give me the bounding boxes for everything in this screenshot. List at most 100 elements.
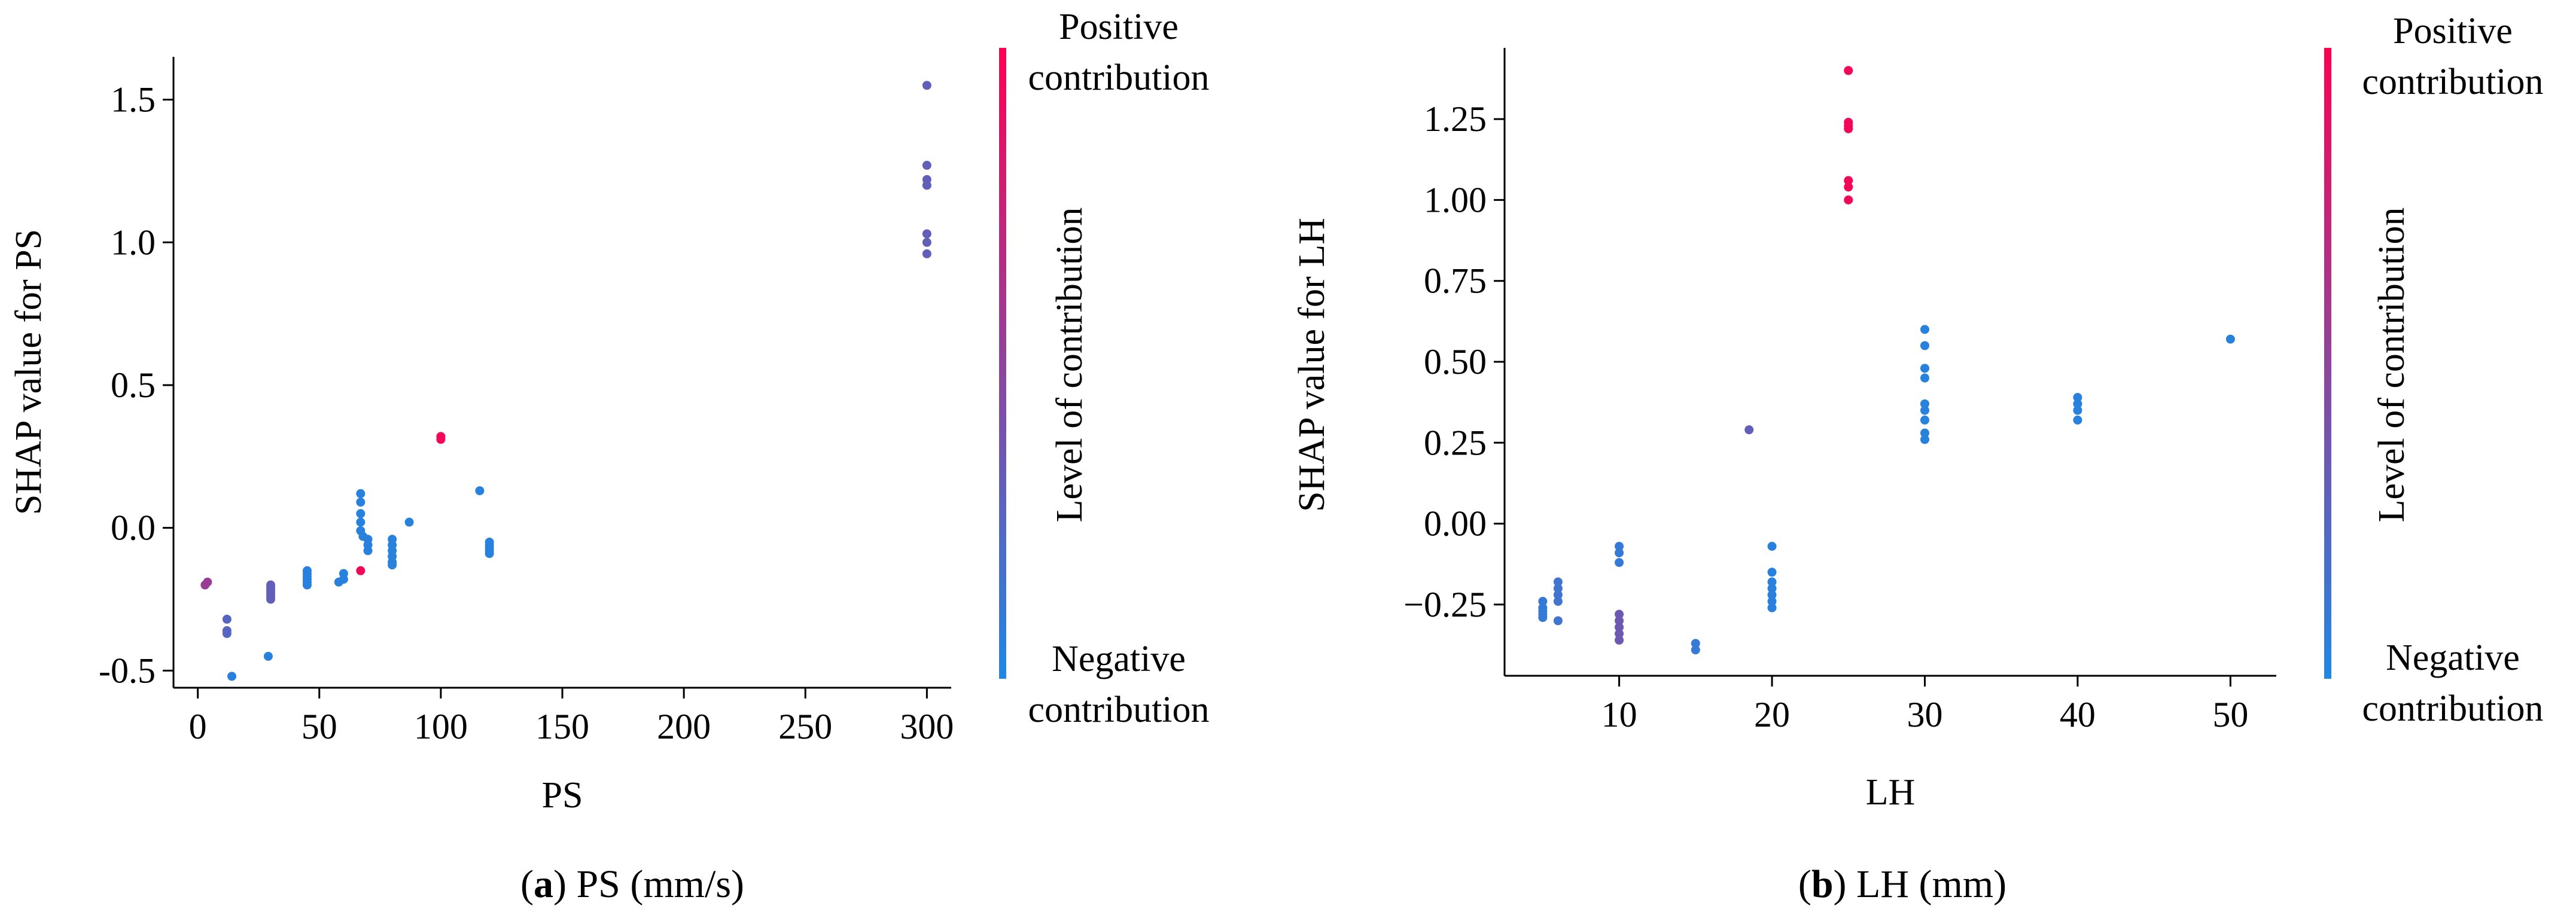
panel-a-points — [200, 81, 931, 681]
panel-a-cbar-mid-label: Level of contribution — [1049, 208, 1090, 523]
scatter-point — [922, 249, 931, 258]
x-tick-label: 0 — [189, 707, 207, 746]
scatter-point — [356, 517, 366, 527]
scatter-point — [356, 509, 366, 518]
y-tick-label: 1.5 — [111, 80, 156, 120]
scatter-point — [1553, 577, 1563, 587]
scatter-point — [1767, 542, 1777, 551]
panel-a-colorbar — [999, 48, 1006, 679]
x-tick-label: 150 — [535, 707, 589, 746]
scatter-point — [356, 566, 366, 575]
panel-b-cbar-mid-label: Level of contribution — [2371, 208, 2412, 523]
scatter-point — [1920, 415, 1929, 425]
x-tick-label: 50 — [302, 707, 337, 746]
panel-a-cbar-top-line1: Positive — [1059, 7, 1179, 47]
scatter-point — [1615, 558, 1624, 568]
panel-b-x-ticks: 10 20 30 40 50 — [1601, 676, 2248, 734]
panel-a-x-label: PS — [542, 775, 583, 816]
x-tick-label: 250 — [778, 707, 832, 746]
scatter-point — [922, 81, 931, 90]
x-tick-label: 300 — [900, 707, 954, 746]
scatter-point — [1538, 613, 1548, 623]
scatter-point — [1767, 597, 1777, 606]
scatter-point — [2073, 405, 2082, 415]
scatter-point — [388, 560, 397, 570]
y-tick-label: 1.0 — [111, 222, 156, 262]
y-tick-label: 0.25 — [1424, 423, 1487, 462]
y-tick-label: 0.00 — [1424, 504, 1487, 544]
y-tick-label: 0.0 — [111, 508, 156, 548]
scatter-point — [1538, 597, 1548, 606]
x-tick-label: 40 — [2060, 695, 2096, 734]
panel-b-cbar-bottom-line2: contribution — [2362, 688, 2543, 729]
scatter-point — [1920, 428, 1929, 438]
scatter-point — [2073, 415, 2082, 425]
scatter-point — [2225, 334, 2235, 344]
panel-b-y-ticks: −0.25 0.00 0.25 0.50 0.75 1.00 1.25 — [1403, 99, 1505, 624]
scatter-point — [1615, 542, 1624, 551]
scatter-point — [1920, 341, 1929, 350]
panel-a-caption-letter: a — [534, 862, 553, 906]
y-tick-label: 1.25 — [1424, 99, 1487, 139]
scatter-point — [1553, 597, 1563, 606]
scatter-point — [363, 546, 373, 556]
scatter-point — [1744, 425, 1754, 435]
scatter-point — [1691, 639, 1700, 648]
panel-b-cbar-top-line1: Positive — [2393, 11, 2513, 51]
scatter-point — [485, 549, 494, 559]
scatter-point — [1920, 373, 1929, 383]
scatter-point — [1920, 405, 1929, 415]
scatter-point — [922, 229, 931, 239]
scatter-point — [1767, 590, 1777, 600]
y-tick-label: 0.5 — [111, 365, 156, 405]
y-tick-label: −0.25 — [1403, 585, 1487, 624]
scatter-point — [266, 594, 275, 604]
panel-b-cbar-top-line2: contribution — [2362, 62, 2543, 102]
panel-a-cbar-top-line2: contribution — [1028, 57, 1209, 98]
panel-a-y-ticks: -0.5 0.0 0.5 1.0 1.5 — [99, 80, 173, 690]
x-tick-label: 50 — [2212, 695, 2248, 734]
panel-a-y-label: SHAP value for PS — [8, 229, 49, 515]
scatter-point — [302, 580, 312, 590]
panel-a-cbar-bottom-line1: Negative — [1052, 639, 1186, 679]
scatter-point — [222, 614, 232, 624]
panel-a-cbar-bottom-line2: contribution — [1028, 690, 1209, 730]
scatter-point — [1615, 623, 1624, 632]
scatter-point — [1920, 364, 1929, 373]
scatter-point — [1615, 635, 1624, 645]
panel-b-caption-letter: b — [1811, 862, 1834, 906]
scatter-point — [1615, 609, 1624, 619]
scatter-point — [475, 486, 485, 496]
panel-b: 10 20 30 40 50 −0.25 0.00 0.25 0.50 0.75 1.00 1.25… — [1292, 11, 2544, 906]
scatter-point — [203, 577, 212, 587]
scatter-point — [1615, 616, 1624, 626]
scatter-point — [1920, 325, 1929, 334]
scatter-point — [227, 672, 236, 681]
panel-b-y-label: SHAP value for LH — [1292, 218, 1332, 512]
x-tick-label: 20 — [1754, 695, 1790, 734]
panel-b-points — [1538, 66, 2235, 655]
scatter-point — [1767, 568, 1777, 577]
scatter-point — [1615, 629, 1624, 639]
scatter-point — [1767, 577, 1777, 587]
scatter-point — [1553, 590, 1563, 600]
scatter-point — [2073, 399, 2082, 408]
scatter-point — [263, 651, 273, 661]
scatter-point — [1920, 435, 1929, 444]
y-tick-label: 1.00 — [1424, 180, 1487, 219]
scatter-point — [1553, 616, 1563, 626]
x-tick-label: 200 — [657, 707, 711, 746]
panel-b-x-label: LH — [1866, 772, 1916, 813]
scatter-point — [1691, 645, 1700, 655]
scatter-point — [922, 181, 931, 190]
scatter-point — [1844, 66, 1853, 75]
y-tick-label: -0.5 — [99, 651, 156, 690]
scatter-point — [1844, 182, 1853, 192]
scatter-point — [436, 432, 446, 441]
scatter-point — [404, 517, 414, 527]
x-tick-label: 10 — [1601, 695, 1637, 734]
scatter-point — [356, 489, 366, 498]
scatter-point — [1844, 124, 1853, 133]
panel-b-caption: (b) LH (mm) — [1798, 862, 2006, 906]
